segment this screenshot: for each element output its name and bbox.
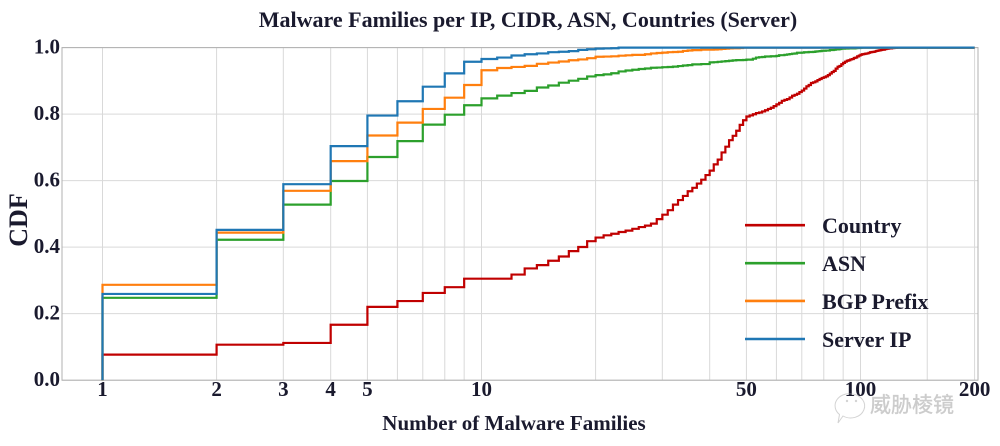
svg-text:1.0: 1.0 [34, 35, 60, 59]
svg-text:Country: Country [822, 213, 901, 238]
svg-text:0.0: 0.0 [34, 367, 60, 391]
svg-text:5: 5 [362, 377, 373, 401]
svg-text:0.2: 0.2 [34, 301, 60, 325]
svg-text:0.4: 0.4 [34, 234, 61, 258]
svg-text:200: 200 [959, 377, 991, 401]
svg-text:ASN: ASN [822, 251, 866, 276]
svg-text:Number of Malware Families: Number of Malware Families [382, 411, 645, 435]
svg-text:50: 50 [736, 377, 757, 401]
svg-text:威胁棱镜: 威胁棱镜 [870, 394, 954, 417]
svg-text:2: 2 [211, 377, 222, 401]
svg-text:BGP Prefix: BGP Prefix [822, 289, 929, 314]
svg-text:1: 1 [97, 377, 108, 401]
svg-text:Server IP: Server IP [822, 327, 911, 352]
svg-text:10: 10 [471, 377, 492, 401]
svg-text:0.6: 0.6 [34, 168, 60, 192]
svg-text:0.8: 0.8 [34, 101, 60, 125]
svg-text:4: 4 [325, 377, 336, 401]
svg-text:Malware Families per IP, CIDR,: Malware Families per IP, CIDR, ASN, Coun… [259, 7, 798, 32]
svg-text:CDF: CDF [4, 193, 33, 246]
svg-text:3: 3 [278, 377, 289, 401]
